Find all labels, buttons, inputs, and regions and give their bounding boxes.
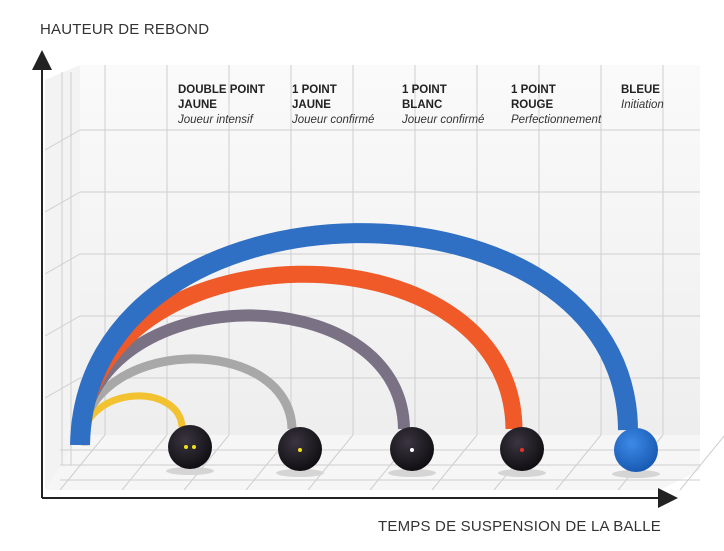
y-axis-label: HAUTEUR DE REBOND (40, 21, 210, 38)
ball-dot (184, 445, 188, 449)
squash-ball (614, 428, 658, 472)
bounce-arc (70, 223, 638, 446)
ball-label-double-yellow: DOUBLE POINT JAUNE Joueur intensif (178, 84, 265, 126)
squash-ball (168, 425, 212, 469)
ball-shadow (612, 470, 660, 478)
ball-shadow (166, 467, 214, 475)
ball-label-yellow: 1 POINT JAUNE Joueur confirmé (292, 84, 375, 126)
ball-dot (298, 448, 302, 452)
balls (166, 425, 660, 478)
ball-dot (410, 448, 414, 452)
ball-shadow (276, 469, 324, 477)
ball-shadow (498, 469, 546, 477)
ball-label-blue: BLEUE Initiation (621, 84, 664, 111)
ball-shadow (388, 469, 436, 477)
ball-dot (520, 448, 524, 452)
ball-label-red: 1 POINT ROUGE Perfectionnement (511, 84, 602, 126)
x-axis-label: TEMPS DE SUSPENSION DE LA BALLE (378, 518, 661, 535)
bounce-arcs (70, 223, 638, 446)
ball-label-white: 1 POINT BLANC Joueur confirmé (402, 84, 485, 126)
ball-dot (192, 445, 196, 449)
